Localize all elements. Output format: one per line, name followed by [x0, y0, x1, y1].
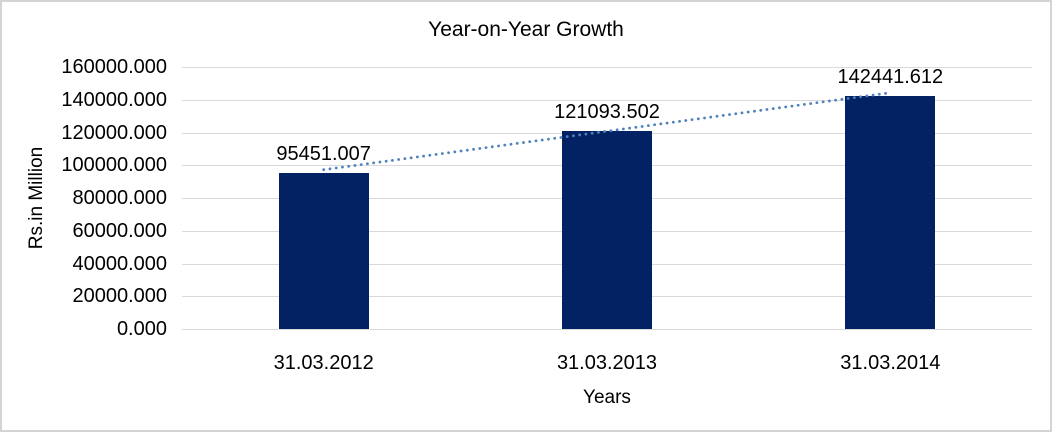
x-axis-labels: 31.03.2012 31.03.2013 31.03.2014 — [182, 352, 1032, 376]
bar-data-label: 95451.007 — [276, 142, 371, 165]
y-axis-tick-label: 80000.000 — [72, 187, 167, 209]
bar-data-label: 121093.502 — [554, 100, 660, 123]
y-axis-labels: 160000.000 140000.000 120000.000 100000.000… — [2, 56, 167, 340]
x-axis-tick-label: 31.03.2013 — [556, 352, 658, 374]
plot-area: 95451.007 121093.502 142441.612 — [182, 65, 1032, 330]
x-axis-tick-label: 31.03.2012 — [273, 352, 374, 374]
y-axis-tick-label: 160000.000 — [61, 56, 167, 78]
bar-data-label: 142441.612 — [837, 65, 944, 88]
y-axis-tick-label: 40000.000 — [72, 252, 167, 275]
y-axis-tick-label: 140000.000 — [61, 88, 167, 111]
bar — [562, 130, 652, 329]
chart-title: Year-on-Year Growth — [428, 18, 624, 41]
y-axis-tick-label: 60000.000 — [72, 219, 167, 242]
x-axis-title: Years — [583, 387, 631, 408]
y-axis-tick-label: 120000.000 — [61, 121, 167, 144]
bar — [278, 172, 369, 329]
x-axis-tick-label: 31.03.2014 — [840, 352, 941, 374]
gridline — [182, 67, 1032, 68]
y-axis-tick-label: 0.000 — [116, 318, 167, 340]
gridline — [182, 329, 1032, 330]
y-axis-tick-label: 20000.000 — [72, 285, 167, 308]
y-axis-tick-label: 100000.000 — [61, 154, 167, 177]
bar — [845, 95, 936, 329]
